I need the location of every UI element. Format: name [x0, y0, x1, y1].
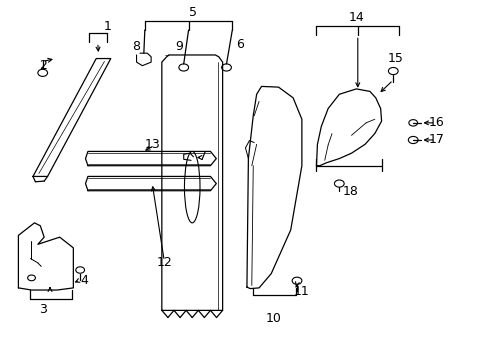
- Text: 6: 6: [235, 38, 243, 51]
- Text: 2: 2: [39, 59, 46, 72]
- Text: 9: 9: [175, 40, 183, 53]
- Text: 3: 3: [39, 303, 46, 316]
- Text: 1: 1: [103, 20, 111, 33]
- Text: 5: 5: [189, 6, 197, 19]
- Text: 4: 4: [80, 274, 88, 287]
- Text: 13: 13: [144, 138, 160, 151]
- Text: 7: 7: [199, 150, 207, 163]
- Text: 18: 18: [342, 185, 358, 198]
- Text: 15: 15: [386, 52, 402, 65]
- Text: 8: 8: [132, 40, 140, 53]
- Text: 14: 14: [348, 11, 364, 24]
- Text: 11: 11: [293, 285, 309, 298]
- Text: 17: 17: [428, 134, 444, 147]
- Text: 16: 16: [428, 116, 444, 129]
- Text: 12: 12: [156, 256, 172, 269]
- Text: 10: 10: [265, 312, 281, 325]
